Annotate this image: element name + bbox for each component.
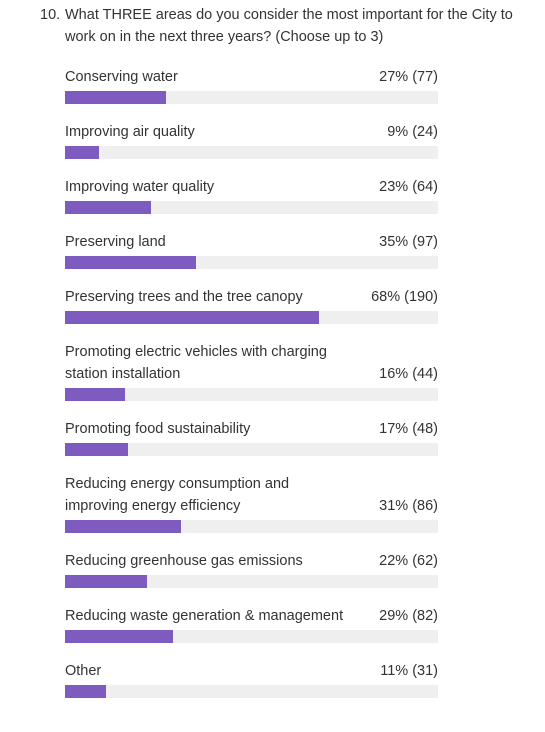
- value-label: 16% (44): [379, 366, 438, 382]
- bar-row: Conserving water 27% (77): [65, 66, 438, 104]
- question-number: 10.: [40, 7, 61, 23]
- category-label: Reducing waste generation & management: [65, 608, 344, 624]
- bar: [65, 91, 166, 104]
- value-label: 17% (48): [379, 421, 438, 437]
- category-label: Conserving water: [65, 69, 178, 85]
- bar-row: Promoting electric vehicles with chargin…: [65, 341, 438, 401]
- row-header: Conserving water 27% (77): [65, 66, 438, 88]
- value-label: 68% (190): [371, 289, 438, 305]
- bar-track: [65, 575, 438, 588]
- category-label: Preserving trees and the tree canopy: [65, 289, 303, 305]
- row-header: Promoting electric vehicles with chargin…: [65, 341, 438, 385]
- category-label: Improving water quality: [65, 179, 215, 195]
- bar-row: Other 11% (31): [65, 660, 438, 698]
- bar: [65, 443, 129, 456]
- bar-row: Reducing energy consumption and improvin…: [65, 473, 438, 533]
- row-header: Improving water quality 23% (64): [65, 176, 438, 198]
- value-label: 9% (24): [387, 124, 438, 140]
- bar-row: Improving air quality 9% (24): [65, 121, 438, 159]
- bar-track: [65, 520, 438, 533]
- value-label: 31% (86): [379, 498, 438, 514]
- bar: [65, 685, 107, 698]
- bar-track: [65, 685, 438, 698]
- row-header: Preserving trees and the tree canopy 68% …: [65, 286, 438, 308]
- value-label: 27% (77): [379, 69, 438, 85]
- bar: [65, 388, 125, 401]
- bar-row: Promoting food sustainability 17% (48): [65, 418, 438, 456]
- bar-row: Improving water quality 23% (64): [65, 176, 438, 214]
- value-label: 29% (82): [379, 608, 438, 624]
- category-label: Reducing energy consumption and improvin…: [65, 476, 290, 514]
- bar-track: [65, 630, 438, 643]
- bar: [65, 630, 174, 643]
- bar-track: [65, 146, 438, 159]
- chart-title: What THREE areas do you consider the mos…: [65, 7, 513, 45]
- bar-list: Conserving water 27% (77) Improving air qu…: [65, 66, 438, 715]
- bar: [65, 256, 196, 269]
- bar: [65, 520, 181, 533]
- category-label: Improving air quality: [65, 124, 195, 140]
- value-label: 11% (31): [380, 663, 438, 679]
- bar-row: Preserving land 35% (97): [65, 231, 438, 269]
- bar: [65, 201, 151, 214]
- row-header: Promoting food sustainability 17% (48): [65, 418, 438, 440]
- category-label: Reducing greenhouse gas emissions: [65, 553, 303, 569]
- value-label: 35% (97): [379, 234, 438, 250]
- row-header: Reducing greenhouse gas emissions 22% (62…: [65, 550, 438, 572]
- bar-row: Reducing waste generation & management 29…: [65, 605, 438, 643]
- bar-track: [65, 443, 438, 456]
- row-header: Reducing energy consumption and improvin…: [65, 473, 438, 517]
- bar-track: [65, 311, 438, 324]
- bar-track: [65, 388, 438, 401]
- bar: [65, 575, 148, 588]
- bar: [65, 311, 319, 324]
- row-header: Reducing waste generation & management 29…: [65, 605, 438, 627]
- category-label: Other: [65, 663, 102, 679]
- category-label: Promoting food sustainability: [65, 421, 251, 437]
- bar: [65, 146, 99, 159]
- row-header: Improving air quality 9% (24): [65, 121, 438, 143]
- bar-track: [65, 91, 438, 104]
- value-label: 23% (64): [379, 179, 438, 195]
- bar-track: [65, 256, 438, 269]
- bar-row: Preserving trees and the tree canopy 68% …: [65, 286, 438, 324]
- row-header: Preserving land 35% (97): [65, 231, 438, 253]
- bar-track: [65, 201, 438, 214]
- value-label: 22% (62): [379, 553, 438, 569]
- row-header: Other 11% (31): [65, 660, 438, 682]
- category-label: Preserving land: [65, 234, 166, 250]
- bar-row: Reducing greenhouse gas emissions 22% (62…: [65, 550, 438, 588]
- category-label: Promoting electric vehicles with chargin…: [65, 344, 327, 382]
